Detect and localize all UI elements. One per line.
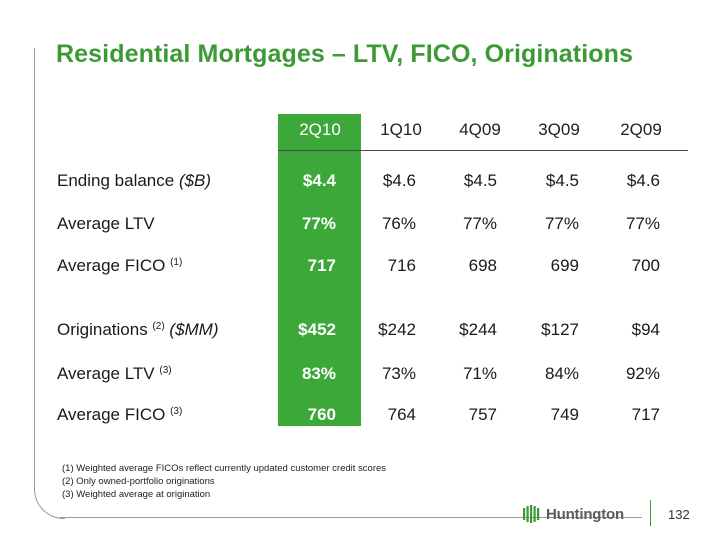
table-cell: 749	[550, 405, 579, 424]
row-label: Average LTV	[57, 214, 155, 234]
row-unit: ($MM)	[169, 320, 219, 339]
table-cell: $4.5	[545, 171, 579, 190]
table-cell: 717	[307, 256, 336, 275]
header-rule	[278, 150, 688, 151]
row-label-text: Average FICO	[57, 256, 171, 275]
footnote-marker: (2)	[152, 321, 165, 332]
table-cell: $452	[298, 320, 336, 339]
column-header: 3Q09	[538, 120, 580, 139]
table-cell: $4.6	[382, 171, 416, 190]
table-cell: $242	[378, 320, 416, 339]
table-cell: 92%	[625, 364, 660, 383]
table-cell: 71%	[462, 364, 497, 383]
footnote-marker: (1)	[170, 257, 183, 268]
table-cell: 76%	[381, 214, 416, 233]
table-cell: 700	[631, 256, 660, 275]
footnote: (1) Weighted average FICOs reflect curre…	[62, 463, 387, 474]
huntington-logo-icon	[523, 505, 540, 523]
slide-title: Residential Mortgages – LTV, FICO, Origi…	[56, 40, 634, 68]
footnotes: (1) Weighted average FICOs reflect curre…	[62, 462, 386, 501]
row-label-text: Average LTV	[57, 364, 160, 383]
footnote: (2) Only owned-portfolio originations	[62, 476, 215, 487]
row-unit: ($B)	[178, 171, 212, 190]
row-label: Average FICO (1)	[57, 256, 182, 276]
column-header: 1Q10	[380, 120, 422, 139]
footnote-marker: (3)	[170, 406, 183, 417]
huntington-logo: Huntington	[522, 504, 624, 524]
row-label-text: Average FICO	[57, 405, 171, 424]
table-cell: $4.5	[463, 171, 497, 190]
table-cell: 764	[387, 405, 416, 424]
column-header: 4Q09	[459, 120, 501, 139]
footnote: (3) Weighted average at origination	[62, 489, 211, 500]
table-cell: $4.4	[302, 171, 336, 190]
logo-text: Huntington	[546, 505, 624, 523]
table-cell: 699	[550, 256, 579, 275]
table-cell: 83%	[301, 364, 336, 383]
table-cell: $127	[541, 320, 579, 339]
table-cell: 84%	[544, 364, 579, 383]
table-cell: 717	[631, 405, 660, 424]
row-label-text: Average LTV	[57, 214, 155, 233]
table-cell: 77%	[625, 214, 660, 233]
table-cell: 73%	[381, 364, 416, 383]
table-cell: 77%	[462, 214, 497, 233]
page-number: 132	[668, 507, 690, 522]
row-label: Originations (2) ($MM)	[57, 320, 219, 340]
row-label: Average LTV (3)	[57, 364, 172, 384]
slide-frame-line	[34, 48, 65, 519]
table-cell: 77%	[544, 214, 579, 233]
table-cell: 757	[468, 405, 497, 424]
table-cell: $94	[631, 320, 660, 339]
row-label: Average FICO (3)	[57, 405, 182, 425]
footnote-marker: (3)	[159, 365, 172, 376]
slide-frame-bottom-line	[60, 517, 642, 518]
table-cell: 77%	[301, 214, 336, 233]
table-cell: $4.6	[626, 171, 660, 190]
current-quarter-highlight	[278, 114, 361, 426]
row-label: Ending balance ($B)	[57, 171, 211, 191]
logo-divider	[650, 500, 651, 526]
table-cell: $244	[459, 320, 497, 339]
table-cell: 760	[307, 405, 336, 424]
table-cell: 698	[468, 256, 497, 275]
row-label-text: Originations	[57, 320, 153, 339]
row-label-text: Ending balance	[57, 171, 179, 190]
table-cell: 716	[387, 256, 416, 275]
column-header: 2Q10	[299, 120, 341, 139]
column-header: 2Q09	[620, 120, 662, 139]
